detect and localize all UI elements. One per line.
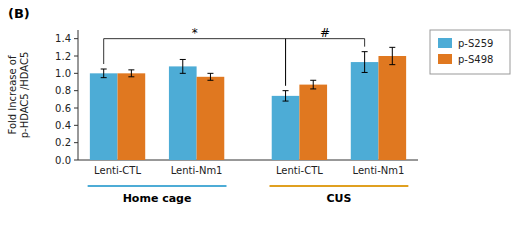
y-tick	[74, 142, 78, 143]
error-bar-cap	[128, 69, 134, 70]
y-tick-label: 1.4	[55, 33, 71, 44]
bar	[299, 85, 327, 160]
error-bar-cap	[362, 72, 368, 73]
error-bar-cap	[180, 73, 186, 74]
error-bar-cap	[310, 88, 316, 89]
group-underline	[88, 185, 227, 187]
group-label: CUS	[326, 192, 351, 205]
y-tick	[74, 160, 78, 161]
error-bar-stem	[364, 52, 365, 73]
significance-bracket	[104, 39, 286, 86]
error-bar-cap	[283, 101, 289, 102]
error-bar-cap	[389, 47, 395, 48]
error-bar	[389, 47, 395, 64]
significance-label: *	[192, 26, 198, 40]
bar	[197, 77, 225, 160]
y-tick	[74, 125, 78, 126]
x-tick-label: Lenti-CTL	[94, 165, 141, 176]
bracket-leg	[285, 39, 286, 86]
y-tick	[74, 108, 78, 109]
error-bar-stem	[182, 59, 183, 73]
error-bar-cap	[207, 73, 213, 74]
legend-label: p-S498	[458, 54, 493, 65]
error-bar-cap	[128, 76, 134, 77]
error-bar	[310, 80, 316, 89]
bracket-leg	[285, 39, 286, 86]
y-axis-label-line: Fold Increase of	[7, 55, 18, 134]
bar	[169, 66, 197, 160]
significance-bracket	[286, 39, 365, 86]
legend-label: p-S259	[458, 38, 493, 49]
y-tick-label: 0.0	[55, 155, 71, 166]
y-tick-label: 0.2	[55, 137, 71, 148]
bar	[272, 96, 300, 160]
bracket-leg	[364, 39, 365, 47]
error-bar	[128, 70, 134, 77]
error-bar-stem	[392, 47, 393, 64]
y-axis	[78, 30, 79, 160]
error-bar	[362, 52, 368, 73]
group-label: Home cage	[123, 192, 192, 205]
title: (B)	[8, 6, 30, 21]
legend-swatch	[438, 38, 452, 48]
y-tick-label: 1.0	[55, 68, 71, 79]
error-bar-cap	[180, 59, 186, 60]
error-bar-cap	[283, 90, 289, 91]
error-bar-cap	[389, 64, 395, 65]
bar	[351, 62, 379, 160]
group-underline	[270, 185, 409, 187]
y-tick	[74, 38, 78, 39]
y-tick-label: 0.6	[55, 103, 71, 114]
error-bar	[283, 91, 289, 101]
legend: p-S259 p-S498	[430, 30, 510, 74]
y-tick	[74, 90, 78, 91]
error-bar-cap	[362, 51, 368, 52]
error-bar-cap	[101, 69, 107, 70]
error-bar	[180, 59, 186, 73]
error-bar-stem	[103, 69, 104, 78]
y-axis-label: Fold Increase ofp-HDAC5 /HDAC5	[7, 52, 30, 139]
y-tick	[74, 73, 78, 74]
error-bar-stem	[131, 70, 132, 77]
x-tick-label: Lenti-Nm1	[171, 165, 223, 176]
y-tick-label: 0.8	[55, 85, 71, 96]
y-axis-label-line: p-HDAC5 /HDAC5	[19, 52, 30, 139]
legend-swatch	[438, 54, 452, 64]
bracket-leg	[103, 39, 104, 64]
error-bar-stem	[313, 80, 314, 89]
error-bar	[101, 69, 107, 78]
bar	[118, 73, 146, 160]
y-tick	[74, 56, 78, 57]
x-tick-label: Lenti-Nm1	[353, 165, 405, 176]
x-tick-label: Lenti-CTL	[276, 165, 323, 176]
error-bar-cap	[207, 80, 213, 81]
significance-label: #	[320, 26, 330, 40]
bars	[90, 47, 406, 160]
error-bar-cap	[101, 77, 107, 78]
error-bar-stem	[285, 91, 286, 101]
chart: 0.0 0.2 0.4 0.6 0.8 1.0 1.2 1.4 Fold Increase of…	[0, 0, 522, 231]
error-bar-cap	[310, 80, 316, 81]
y-tick-label: 1.2	[55, 51, 71, 62]
legend-frame	[430, 30, 510, 74]
error-bar-stem	[210, 73, 211, 80]
bar	[378, 56, 406, 160]
error-bar	[207, 73, 213, 80]
y-tick-label: 0.4	[55, 120, 71, 131]
bar	[90, 73, 118, 160]
